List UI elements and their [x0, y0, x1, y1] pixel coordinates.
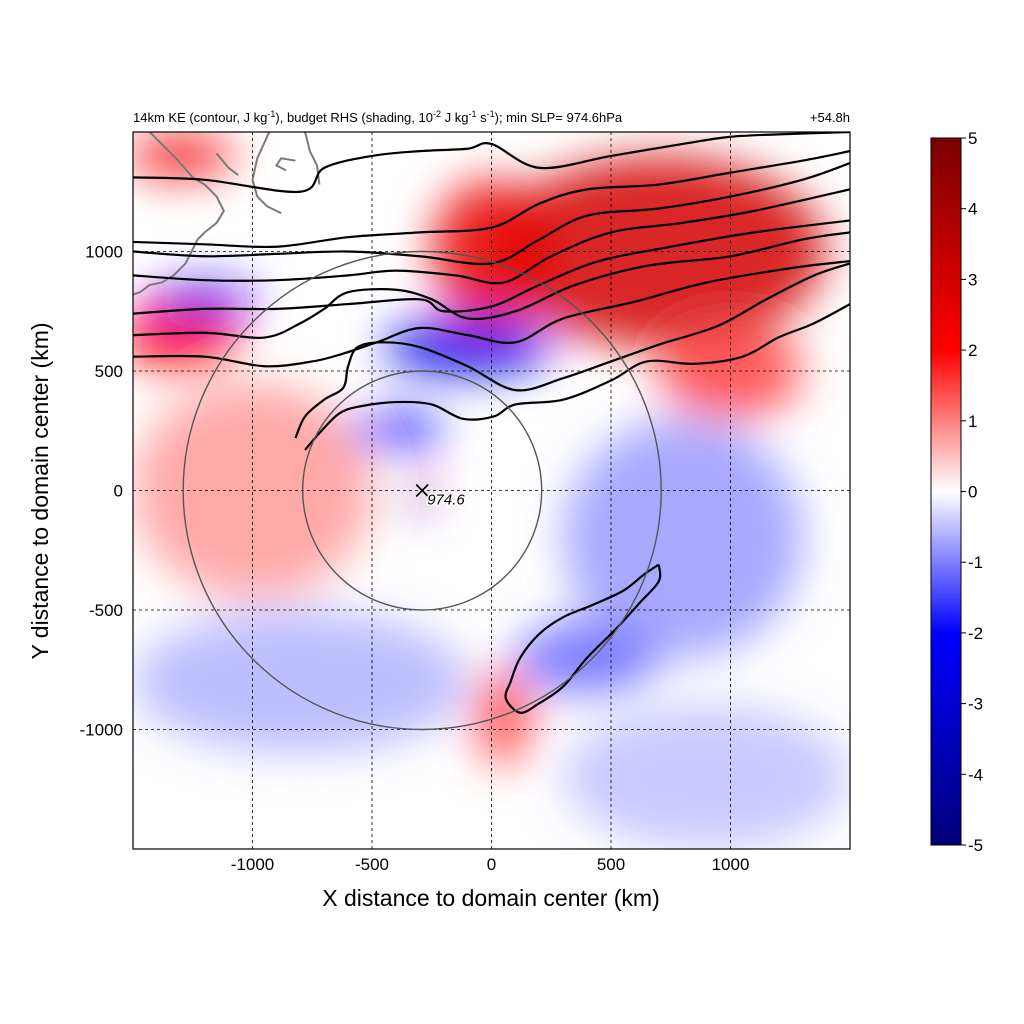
shading-region [658, 323, 803, 419]
ke-contour-line [504, 563, 662, 714]
colorbar-tick-label: 0 [968, 483, 977, 502]
ke-contour-line [133, 188, 850, 285]
x-tick-label: -1000 [231, 855, 274, 874]
shading-region [133, 134, 234, 178]
colorbar-tick-label: -2 [968, 624, 983, 643]
y-tick-label: -500 [89, 601, 123, 620]
colorbar-tick-label: 1 [968, 412, 977, 431]
ke-contour-line [133, 231, 850, 339]
x-axis-title: X distance to domain center (km) [322, 885, 659, 911]
shading-region [491, 155, 827, 348]
colorbar-tick-label: 2 [968, 341, 977, 360]
x-tick-label: 0 [487, 855, 496, 874]
shading-region [563, 418, 803, 658]
x-tick-label: 500 [597, 855, 625, 874]
colorbar-ticks: 5 4 3 2 1 0 -1 -2 -3 -4 -5 [961, 129, 983, 855]
y-tick-label: 1000 [85, 243, 123, 262]
coastline-segment [275, 157, 296, 172]
center-x-mark [415, 483, 429, 498]
storm-center-marker: 974.6 [415, 483, 467, 510]
ke-contour-layer [133, 132, 850, 714]
shading-region [563, 705, 850, 849]
shading-region [133, 299, 241, 371]
shading-region [383, 318, 552, 376]
y-tick-label: 500 [95, 362, 123, 381]
shading-region [474, 669, 533, 766]
shading-region [133, 382, 372, 599]
range-circle-layer [182, 250, 662, 731]
coastline-segment [251, 132, 282, 215]
y-tick-label: -1000 [80, 721, 123, 740]
range-circle [182, 250, 662, 731]
range-circle [301, 370, 543, 611]
colorbar-tick-label: -5 [968, 836, 983, 855]
y-tick-label: 0 [114, 482, 123, 501]
y-axis-ticks: 1000 500 0 -500 -1000 [80, 243, 123, 740]
x-tick-label: -500 [355, 855, 389, 874]
shading-region [133, 610, 468, 754]
colorbar-tick-label: 4 [968, 200, 977, 219]
plot-area: 974.6 [132, 131, 851, 850]
x-axis-ticks: -1000 -500 0 500 1000 [231, 855, 750, 874]
shading-region [348, 414, 444, 448]
forecast-time-label: +54.8h [810, 110, 850, 125]
colorbar-bar [930, 137, 962, 846]
colorbar-tick-label: 5 [968, 129, 977, 148]
ke-contour-line [133, 162, 850, 266]
ke-contour-line [133, 150, 850, 249]
shading-region [417, 478, 437, 498]
shading-region [431, 179, 552, 324]
ke-contour-line [133, 219, 850, 315]
colorbar-tick-label: -3 [968, 695, 983, 714]
ke-contour-line [304, 303, 850, 451]
colorbar-tick-label: 3 [968, 270, 977, 289]
y-axis-title: Y distance to domain center (km) [27, 322, 53, 659]
coastline-segment [215, 152, 239, 176]
x-tick-label: 1000 [712, 855, 750, 874]
coastline-segment [133, 132, 225, 296]
chart-title: 14km KE (contour, J kg-1), budget RHS (s… [133, 109, 623, 125]
colorbar-tick-label: -4 [968, 765, 983, 784]
ke-contour-line [294, 262, 850, 439]
shading-layer [133, 134, 850, 849]
ke-contour-line [133, 259, 850, 368]
plot-frame [132, 131, 851, 850]
ke-contour-line [133, 132, 850, 194]
colorbar-tick-label: -1 [968, 553, 983, 572]
shading-region [405, 495, 425, 515]
colorbar: 5 4 3 2 1 0 -1 -2 -3 -4 -5 [930, 129, 983, 855]
min-slp-label: 974.6 [427, 492, 465, 509]
